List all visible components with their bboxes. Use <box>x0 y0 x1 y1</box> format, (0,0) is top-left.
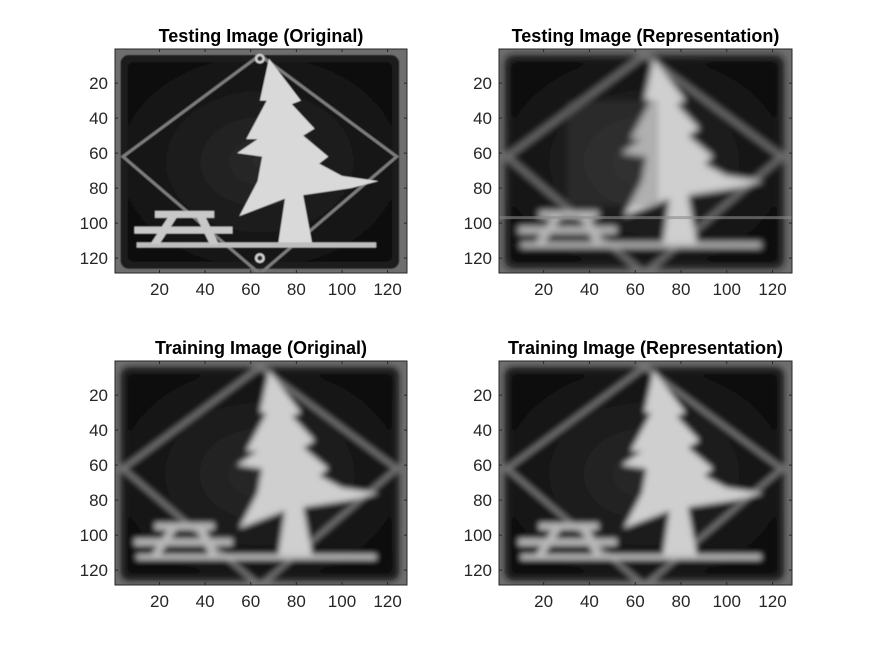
x-tick-label: 40 <box>196 280 215 299</box>
image-content <box>499 361 792 585</box>
picnic-table-leg-right <box>195 216 219 245</box>
x-tick-label: 40 <box>580 592 599 611</box>
picnic-table-top <box>154 210 215 218</box>
y-tick-label: 120 <box>464 561 492 580</box>
y-tick-label: 80 <box>473 491 492 510</box>
image-content <box>499 49 792 273</box>
tree-shape <box>621 370 764 557</box>
axes-frame <box>114 48 408 274</box>
image-content <box>115 361 407 585</box>
y-tick-label: 80 <box>473 179 492 198</box>
subplot-4: 20 40 60 80 100 120 20 40 60 80 100 120 Training Ima… <box>464 338 793 611</box>
y-tick-label: 100 <box>464 214 492 233</box>
x-tick-label: 100 <box>328 280 356 299</box>
x-tick-label: 60 <box>626 592 645 611</box>
picnic-table-leg-right <box>580 216 604 245</box>
x-tick-label: 80 <box>672 280 691 299</box>
x-tick-label: 60 <box>626 280 645 299</box>
y-tick-label: 120 <box>464 249 492 268</box>
x-tick-label: 20 <box>534 592 553 611</box>
subplot-1: 20 40 60 80 100 120 20 40 60 80 100 120 Testing Imag… <box>80 26 408 299</box>
picnic-table-top <box>154 522 215 530</box>
picnic-table-leg-left <box>534 216 562 245</box>
y-tick-label: 40 <box>473 109 492 128</box>
x-tick-label: 100 <box>713 280 741 299</box>
x-tick-label: 80 <box>287 592 306 611</box>
picnic-table-bench <box>518 226 617 234</box>
x-tick-label: 80 <box>287 280 306 299</box>
diamond-outline <box>119 364 400 585</box>
y-tick-label: 100 <box>80 214 108 233</box>
x-tick-label: 100 <box>713 592 741 611</box>
picnic-table-top <box>539 522 599 530</box>
picnic-table-leg-left <box>534 528 562 557</box>
diamond-outline <box>503 364 785 585</box>
tree-shape <box>237 58 379 245</box>
x-tick-label: 20 <box>150 280 169 299</box>
x-tick-label: 40 <box>580 280 599 299</box>
axes-frame <box>498 360 793 586</box>
y-tick-label: 100 <box>80 526 108 545</box>
y-tick-label: 100 <box>464 526 492 545</box>
x-tick-label: 80 <box>672 592 691 611</box>
y-tick-label: 20 <box>473 386 492 405</box>
y-tick-label: 120 <box>80 561 108 580</box>
x-tick-label: 60 <box>241 592 260 611</box>
picnic-table-bench <box>134 226 233 234</box>
artifact-haze <box>566 100 659 206</box>
picnic-table-bench <box>518 538 617 546</box>
subplot-title: Testing Image (Representation) <box>512 26 780 46</box>
y-tick-label: 60 <box>473 144 492 163</box>
y-tick-label: 40 <box>473 421 492 440</box>
picnic-table-leg-left <box>150 216 178 245</box>
artifact-line <box>499 216 792 220</box>
y-tick-label: 20 <box>89 386 108 405</box>
ground-line <box>136 242 377 248</box>
axes-frame <box>498 48 793 274</box>
y-tick-label: 80 <box>89 491 108 510</box>
subplot-title: Training Image (Original) <box>155 338 367 358</box>
y-tick-label: 80 <box>89 179 108 198</box>
x-tick-label: 120 <box>758 280 786 299</box>
x-tick-label: 120 <box>373 592 401 611</box>
x-tick-label: 120 <box>758 592 786 611</box>
subplot-title: Testing Image (Original) <box>159 26 364 46</box>
axes-frame <box>114 360 408 586</box>
picnic-table-leg-right <box>580 528 604 557</box>
x-tick-label: 20 <box>150 592 169 611</box>
y-tick-label: 60 <box>473 456 492 475</box>
x-tick-label: 40 <box>196 592 215 611</box>
bolt-bottom-center <box>257 255 263 261</box>
diamond-outline <box>503 52 785 273</box>
y-tick-label: 40 <box>89 109 108 128</box>
x-tick-label: 20 <box>534 280 553 299</box>
diamond-outline <box>120 53 400 273</box>
picnic-table-top <box>539 210 599 218</box>
y-tick-label: 60 <box>89 456 108 475</box>
picnic-table-leg-left <box>150 528 178 557</box>
picnic-table-bench <box>134 538 233 546</box>
picnic-table-leg-right <box>195 528 219 557</box>
y-tick-label: 20 <box>473 74 492 93</box>
x-tick-label: 60 <box>241 280 260 299</box>
ground-line <box>520 554 762 560</box>
tree-shape <box>237 370 379 557</box>
image-content <box>115 49 407 273</box>
subplot-3: 20 40 60 80 100 120 20 40 60 80 100 120 Training Ima… <box>80 338 408 611</box>
x-tick-label: 120 <box>373 280 401 299</box>
subplot-title: Training Image (Representation) <box>508 338 783 358</box>
y-tick-label: 20 <box>89 74 108 93</box>
x-tick-label: 100 <box>328 592 356 611</box>
subplot-2: 20 40 60 80 100 120 20 40 60 80 100 120 Testing Imag… <box>464 26 793 299</box>
ground-line <box>520 242 762 248</box>
y-tick-label: 120 <box>80 249 108 268</box>
ground-line <box>136 554 377 560</box>
y-tick-label: 60 <box>89 144 108 163</box>
y-tick-label: 40 <box>89 421 108 440</box>
bolt-top-center <box>257 56 263 62</box>
